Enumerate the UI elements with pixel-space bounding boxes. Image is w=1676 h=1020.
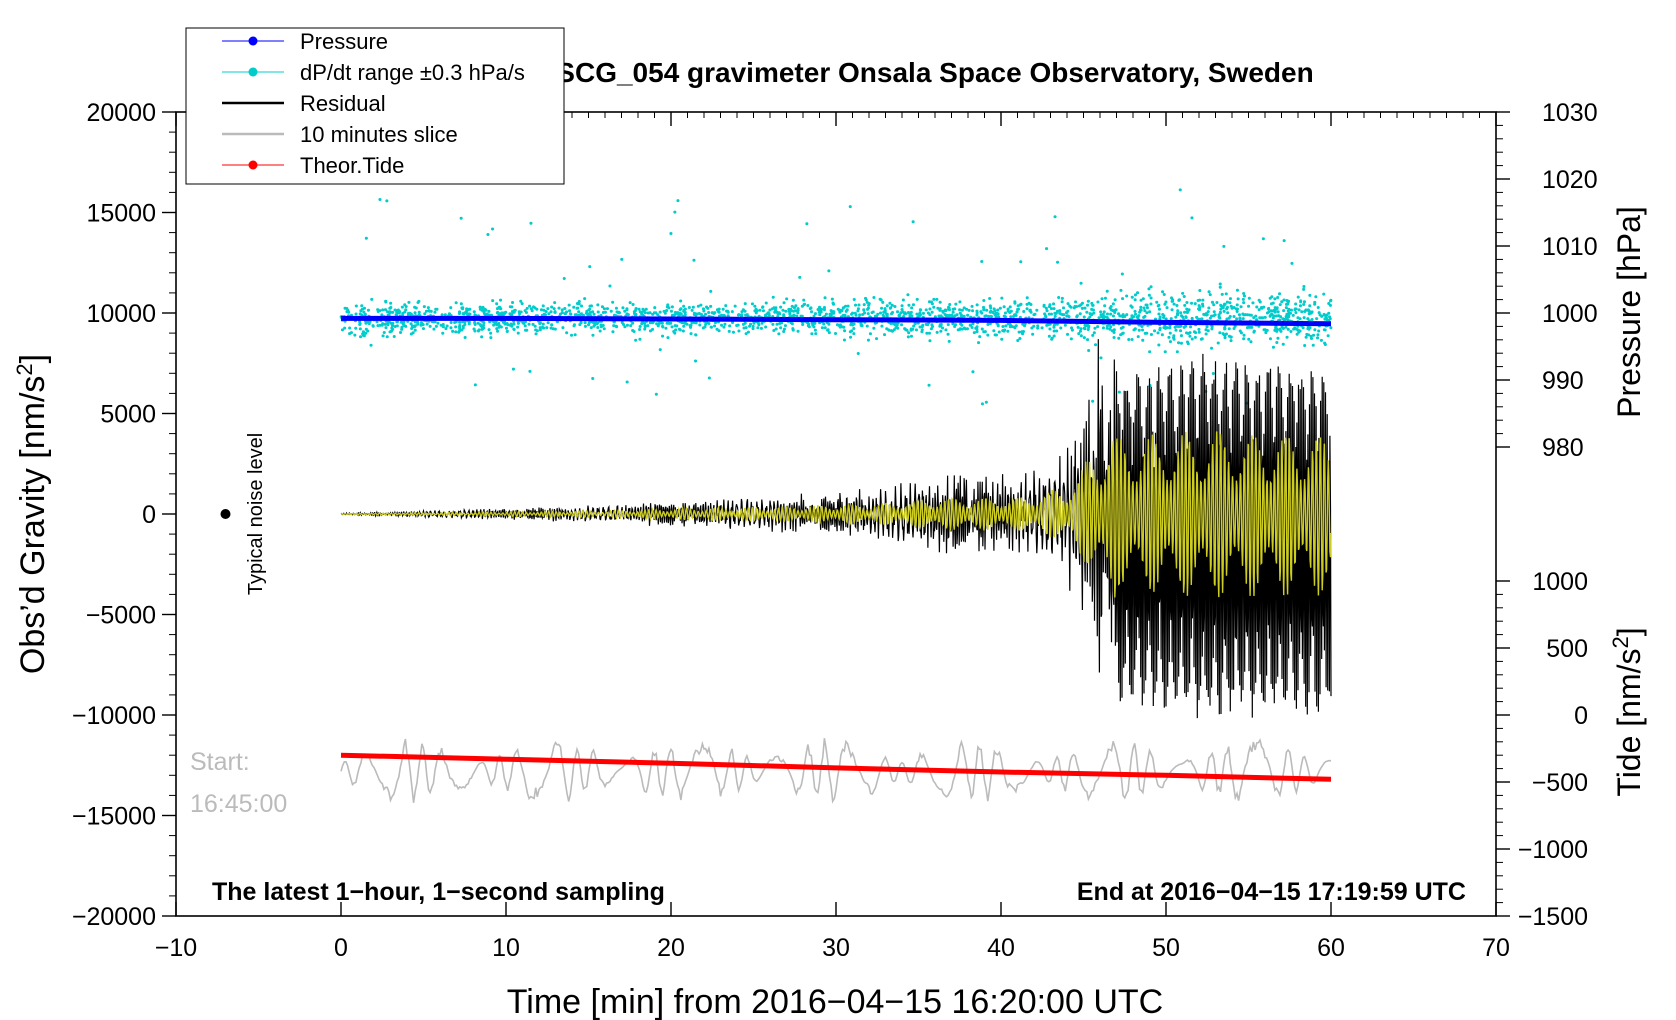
- tide-tick-label: 0: [1574, 702, 1588, 730]
- start-label: Start:: [190, 748, 250, 776]
- x-tick-label: 40: [987, 934, 1015, 962]
- dpdt-scatter: [339, 188, 1333, 406]
- tide-tick-label: −500: [1532, 769, 1588, 797]
- legend: Pressure dP/dt range ±0.3 hPa/s Residual 10…: [185, 27, 565, 185]
- legend-label: dP/dt range ±0.3 hPa/s: [300, 60, 525, 85]
- y-axis-label-pressure: Pressure [hPa]: [1611, 206, 1647, 418]
- data-layer: [339, 188, 1333, 804]
- noise-level-marker: [220, 509, 231, 519]
- pressure-line: [341, 315, 1332, 327]
- legend-label: Pressure: [300, 29, 388, 54]
- legend-marker: [248, 160, 258, 170]
- x-axis-label: Time [min] from 2016−04−15 16:20:00 UTC: [507, 983, 1163, 1020]
- legend-label: Residual: [300, 91, 386, 116]
- pressure-tick-label: 1020: [1542, 166, 1598, 194]
- pressure-tick-label: 990: [1542, 367, 1584, 395]
- legend-marker: [248, 36, 258, 46]
- y-tick-label: 10000: [86, 300, 156, 328]
- x-tick-label: 70: [1482, 934, 1510, 962]
- pressure-tick-label: 1000: [1542, 300, 1598, 328]
- legend-marker: [248, 67, 258, 77]
- chart-title: SCG_054 gravimeter Onsala Space Observat…: [556, 57, 1313, 88]
- noise-level-annotation: Typical noise level: [245, 433, 267, 595]
- y-tick-label: −5000: [86, 602, 156, 630]
- y-tick-label: −20000: [72, 903, 156, 931]
- y-tick-label: 5000: [100, 401, 156, 429]
- pressure-tick-label: 1010: [1542, 233, 1598, 261]
- tide-line: [340, 752, 1332, 782]
- y-tick-label: 15000: [86, 200, 156, 228]
- axes-layer: −10 0 10 20 30 40 50 60 7020000150001000050000−5…: [72, 99, 1598, 962]
- tide-tick-label: −1500: [1518, 903, 1588, 931]
- x-tick-label: 30: [822, 934, 850, 962]
- end-time-note: End at 2016−04−15 17:19:59 UTC: [1077, 878, 1466, 906]
- y-tick-label: 0: [142, 501, 156, 529]
- start-time: 16:45:00: [190, 790, 287, 818]
- legend-label: Theor.Tide: [300, 153, 404, 178]
- y-tick-label: 20000: [86, 99, 156, 127]
- x-tick-label: 20: [657, 934, 685, 962]
- tide-tick-label: 1000: [1532, 568, 1588, 596]
- x-tick-label: −10: [155, 934, 197, 962]
- legend-label: 10 minutes slice: [300, 122, 458, 147]
- tide-tick-label: −1000: [1518, 836, 1588, 864]
- x-tick-label: 60: [1317, 934, 1345, 962]
- y-axis-label-gravity: Obs’d Gravity [nm/s2]: [12, 354, 53, 674]
- x-tick-label: 10: [492, 934, 520, 962]
- tide-tick-label: 500: [1546, 635, 1588, 663]
- y-tick-label: −10000: [72, 702, 156, 730]
- slice-line: [340, 738, 1332, 804]
- legend-box: [185, 27, 565, 185]
- filtered-residual-line: [341, 431, 1332, 598]
- y-tick-label: −15000: [72, 803, 156, 831]
- pressure-tick-label: 980: [1542, 434, 1584, 462]
- x-tick-label: 50: [1152, 934, 1180, 962]
- pressure-tick-label: 1030: [1542, 99, 1598, 127]
- x-tick-label: 0: [334, 934, 348, 962]
- y-axis-label-tide: Tide [nm/s2]: [1608, 627, 1648, 796]
- sampling-note: The latest 1−hour, 1−second sampling: [212, 878, 665, 906]
